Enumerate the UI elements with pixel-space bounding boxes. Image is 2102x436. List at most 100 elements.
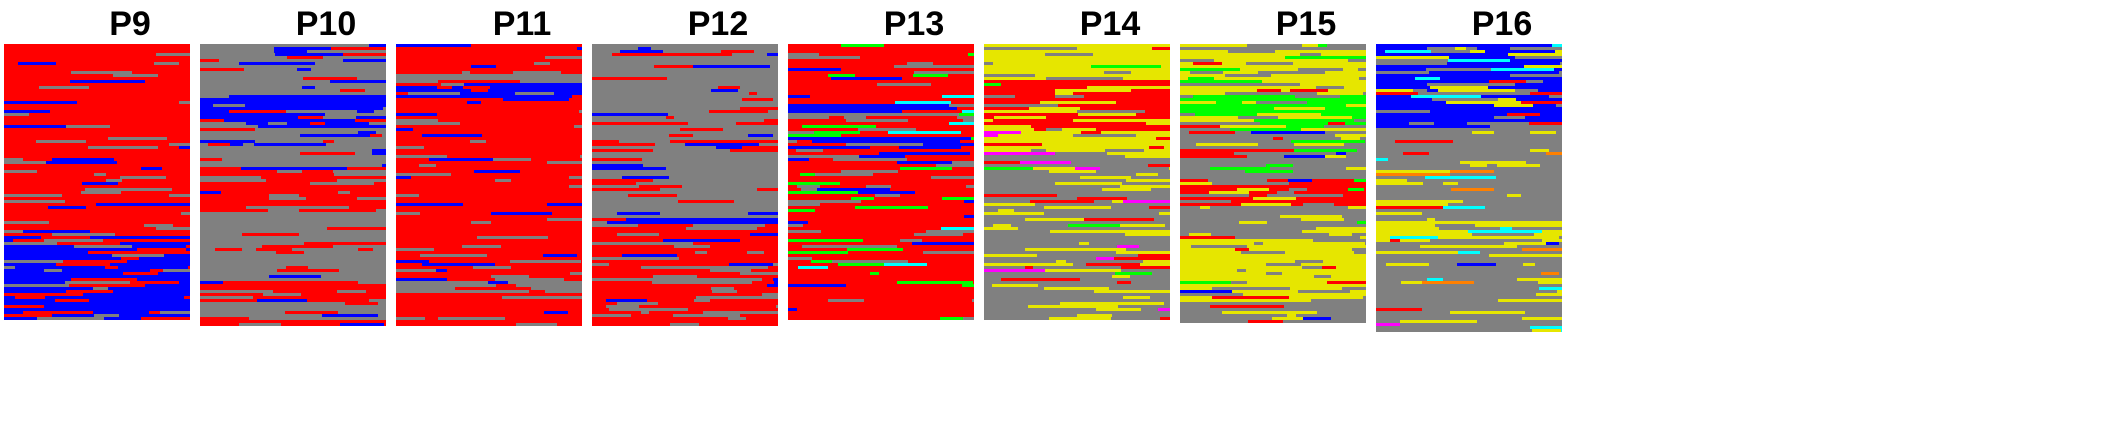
heatmap-cell [660, 212, 702, 215]
heatmap-cell [984, 290, 1039, 293]
heatmap-cell [1452, 272, 1485, 275]
heatmap-cell [680, 206, 698, 209]
heatmap-cell [441, 275, 491, 278]
heatmap-cell [1505, 62, 1560, 65]
heatmap-cell [870, 272, 879, 275]
heatmap-cell [752, 281, 774, 284]
heatmap-cell [1409, 44, 1461, 47]
heatmap-cell [908, 119, 963, 122]
heatmap-cell [1376, 86, 1413, 89]
heatmap-cell [315, 284, 358, 287]
heatmap-cell [221, 191, 256, 194]
heatmap-cell [1154, 194, 1170, 197]
heatmap-cell [396, 206, 433, 209]
heatmap-cell [164, 254, 190, 257]
heatmap-cell [310, 122, 325, 125]
heatmap-cell [917, 149, 930, 152]
heatmap-cell [144, 65, 178, 68]
heatmap-cell [110, 263, 157, 266]
heatmap-cell [508, 281, 582, 284]
heatmap-cell [1266, 263, 1301, 266]
heatmap-cell [577, 47, 582, 50]
heatmap-cell [256, 98, 285, 101]
heatmap-cell [1376, 68, 1426, 71]
heatmap-cell [1302, 44, 1318, 47]
heatmap-cell [841, 44, 884, 47]
heatmap-cell [716, 146, 742, 149]
heatmap-cell [1278, 95, 1295, 98]
heatmap-cell [338, 74, 386, 77]
heatmap-cell [1494, 188, 1511, 191]
heatmap-cell [510, 44, 582, 47]
heatmap-cell [1044, 287, 1109, 290]
heatmap-cell [71, 71, 132, 74]
heatmap-cell [498, 176, 557, 179]
heatmap-cell [609, 263, 662, 266]
heatmap-cell [1470, 164, 1487, 167]
heatmap-cell [66, 290, 113, 293]
heatmap-cell [149, 104, 178, 107]
heatmap-cell [323, 116, 356, 119]
heatmap-cell [669, 107, 740, 110]
heatmap-cell [1376, 176, 1425, 179]
heatmap-cell [1376, 194, 1415, 197]
heatmap-cell [936, 302, 974, 305]
heatmap-cell [704, 119, 764, 122]
heatmap-cell [984, 248, 1025, 251]
heatmap-cell [120, 176, 166, 179]
heatmap-cell [544, 314, 582, 317]
heatmap-cell [1363, 296, 1366, 299]
heatmap-cell [953, 53, 968, 56]
heatmap-cell [1097, 245, 1117, 248]
heatmap-cell [121, 257, 139, 260]
heatmap-cell [200, 248, 215, 251]
heatmap-cell [246, 155, 292, 158]
heatmap-cell [1096, 98, 1112, 101]
heatmap-cell [56, 179, 106, 182]
heatmap-cell [1307, 101, 1328, 104]
heatmap-cell [315, 89, 340, 92]
heatmap-cell [247, 254, 316, 257]
heatmap-cell [756, 53, 767, 56]
heatmap-cell [332, 137, 364, 140]
heatmap-cell [1336, 266, 1366, 269]
heatmap-cell [1525, 311, 1562, 314]
heatmap-cell [356, 116, 386, 119]
heatmap-cell [1243, 293, 1306, 296]
heatmap-cell [505, 320, 525, 323]
heatmap-cell [169, 152, 190, 155]
heatmap-cell [827, 224, 879, 227]
heatmap-cell [874, 197, 903, 200]
heatmap-cell [396, 263, 422, 266]
heatmap-cell [1376, 146, 1415, 149]
heatmap-cell [213, 104, 245, 107]
heatmap-cell [581, 143, 582, 146]
heatmap-cell [156, 227, 190, 230]
heatmap-cell [200, 137, 257, 140]
heatmap-cell [240, 215, 273, 218]
heatmap-cell [163, 314, 190, 317]
heatmap-cell [951, 98, 960, 101]
heatmap-cell [1328, 221, 1357, 224]
heatmap-cell [276, 44, 314, 47]
heatmap-cell [1267, 194, 1343, 197]
heatmap-cell [1152, 83, 1170, 86]
heatmap-cell [1481, 83, 1515, 86]
heatmap-cell [505, 125, 574, 128]
heatmap-cell [529, 89, 544, 92]
heatmap-cell [1481, 95, 1549, 98]
heatmap-cell [245, 104, 313, 107]
heatmap-cell [1376, 218, 1427, 221]
heatmap-cell [1180, 278, 1194, 281]
heatmap-cell [352, 65, 383, 68]
heatmap-cell [147, 158, 190, 161]
heatmap-cell [1120, 224, 1165, 227]
heatmap-cell [1329, 233, 1352, 236]
heatmap-cell [487, 254, 543, 257]
heatmap-cell [543, 254, 577, 257]
heatmap-cell [4, 116, 40, 119]
heatmap-cell [364, 137, 386, 140]
heatmap-cell [760, 149, 778, 152]
heatmap-cell [935, 152, 970, 155]
heatmap-cell [423, 302, 449, 305]
